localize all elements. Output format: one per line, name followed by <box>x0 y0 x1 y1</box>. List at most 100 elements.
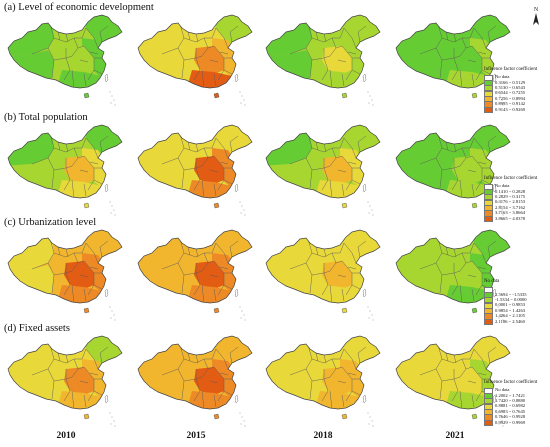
legend-swatch <box>484 318 493 326</box>
province-border <box>469 137 487 159</box>
sea-island-dot <box>369 416 371 418</box>
province-border <box>71 179 75 198</box>
region-tibet <box>266 160 312 198</box>
province-border <box>323 354 327 364</box>
legend-label: 1.7420 ~ 0.8880 <box>495 398 526 404</box>
map-a-2010 <box>7 14 123 106</box>
province-border <box>339 242 357 264</box>
province-border <box>211 348 229 370</box>
province-border <box>83 394 87 408</box>
sea-island-dot <box>111 310 113 312</box>
province-border <box>89 266 99 270</box>
region-core <box>194 367 224 395</box>
region-tibet <box>266 371 312 409</box>
province-border <box>453 143 457 153</box>
province-border <box>289 344 313 376</box>
province-border <box>477 266 487 270</box>
region-tibet <box>8 371 54 409</box>
province-border <box>193 272 201 296</box>
region-core <box>64 46 94 74</box>
province-border <box>453 262 467 274</box>
province-border <box>321 272 329 296</box>
province-border <box>471 394 475 408</box>
province-border <box>445 31 449 41</box>
sea-island-dot <box>244 425 246 427</box>
province-border <box>161 344 185 376</box>
province-border <box>441 358 470 364</box>
map-b-2021 <box>395 124 511 216</box>
sea-island-dot <box>111 95 113 97</box>
province-border <box>451 378 459 402</box>
region-core <box>64 367 94 395</box>
province-border <box>209 274 219 278</box>
taiwan-island <box>362 394 367 404</box>
province-border <box>89 51 99 55</box>
province-border <box>187 352 191 362</box>
country-outline <box>7 124 123 199</box>
map-d-2015 <box>137 335 253 427</box>
country-outline <box>395 124 511 199</box>
legend-label: No data <box>495 74 510 80</box>
province-border <box>321 167 329 191</box>
sea-island-dot <box>109 91 111 93</box>
province-border <box>467 169 477 173</box>
country-outline <box>137 335 253 410</box>
sea-island-dot <box>113 420 115 422</box>
region-core <box>452 46 482 74</box>
sea-island-dot <box>109 306 111 308</box>
province-border <box>451 167 459 191</box>
province-border <box>345 284 353 296</box>
province-border <box>471 288 475 302</box>
province-border <box>445 141 449 151</box>
province-border <box>339 137 357 159</box>
hainan-island <box>471 307 478 314</box>
sea-island-dot <box>239 201 241 203</box>
taiwan-island <box>104 288 109 298</box>
sea-island-dot <box>113 209 115 211</box>
province-border <box>211 27 229 49</box>
region-tibet <box>138 371 184 409</box>
province-border <box>315 31 319 41</box>
map-c-2021 <box>395 229 511 321</box>
hainan-island <box>213 413 220 420</box>
province-border <box>53 252 82 258</box>
legend-label: 3.8665 ~ 4.0378 <box>495 215 526 221</box>
province-border <box>65 262 79 274</box>
sea-island-dot <box>498 102 500 104</box>
legend-label: 1.2002 ~ 1.7421 <box>495 392 526 398</box>
province-border <box>63 57 71 81</box>
region-core <box>322 367 352 395</box>
legend-label: No data <box>495 183 510 189</box>
sea-island-dot <box>502 319 504 321</box>
province-border <box>193 378 201 402</box>
north-label: N <box>534 7 539 13</box>
province-border <box>289 133 313 165</box>
legend-c: No data 2.5694 ~ -1.5335 -1.5334 ~ 0.0000… <box>484 279 548 326</box>
sea-island-dot <box>243 99 245 101</box>
legend-label: 0.6983 ~ 0.7645 <box>495 408 526 414</box>
sea-island-dot <box>110 317 112 319</box>
sea-island-dot <box>369 95 371 97</box>
province-border <box>71 284 75 303</box>
province-border <box>345 179 353 191</box>
province-border <box>79 380 89 384</box>
province-border <box>31 238 55 270</box>
legend-b: Influence factor coefficient No data 0.14… <box>484 176 548 223</box>
province-border <box>219 372 229 376</box>
province-border <box>99 135 109 153</box>
province-border <box>195 354 199 364</box>
sea-island-dot <box>239 91 241 93</box>
province-border <box>201 284 205 303</box>
sea-island-dot <box>501 420 503 422</box>
province-border <box>53 358 82 364</box>
map-a-2021 <box>395 14 511 106</box>
sea-island-dot <box>109 412 111 414</box>
province-border <box>195 47 209 59</box>
legend-label: 0.5130 ~ 0.6543 <box>495 85 526 91</box>
province-border <box>441 37 470 43</box>
province-border <box>65 143 69 153</box>
country-outline <box>395 229 511 304</box>
region-tibet <box>138 265 184 303</box>
province-border <box>87 284 95 296</box>
province-border <box>337 274 347 278</box>
